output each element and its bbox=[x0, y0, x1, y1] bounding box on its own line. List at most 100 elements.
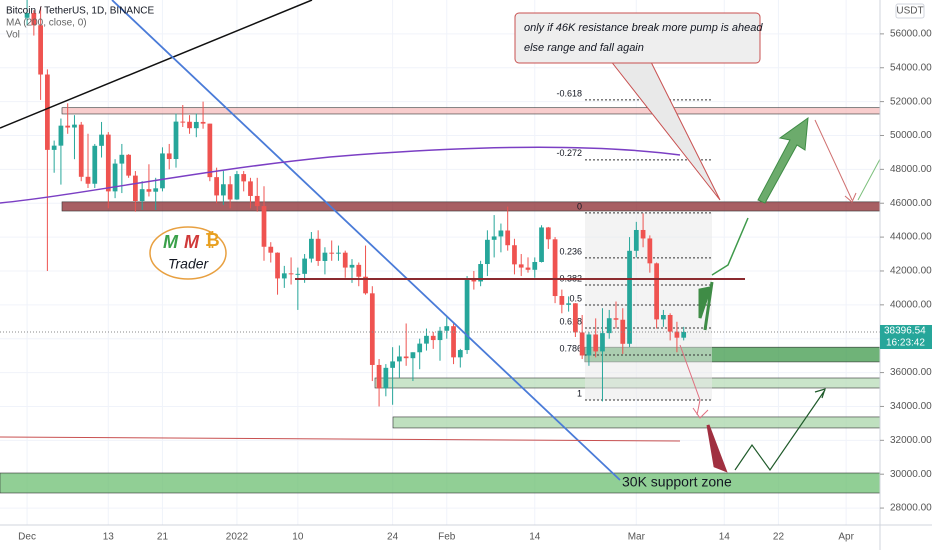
candle-body bbox=[444, 326, 450, 331]
candle-body bbox=[491, 236, 497, 240]
candle-body bbox=[241, 174, 247, 182]
fib-label: 0.236 bbox=[559, 246, 582, 256]
candle-body bbox=[105, 134, 111, 192]
logo-letter: ₿ bbox=[205, 230, 220, 250]
currency: USDT bbox=[896, 6, 923, 17]
candle-body bbox=[369, 293, 375, 365]
candle-body bbox=[24, 13, 30, 18]
x-tick-label: 14 bbox=[529, 532, 541, 543]
candle-body bbox=[173, 121, 179, 160]
candle-body bbox=[349, 264, 355, 268]
x-tick-label: 2022 bbox=[226, 532, 249, 543]
x-tick-label: 10 bbox=[292, 532, 304, 543]
candle-body bbox=[193, 121, 199, 129]
candle-body bbox=[99, 134, 104, 146]
candle-body bbox=[356, 264, 362, 277]
y-tick-label: 36000.00 bbox=[890, 367, 932, 378]
zone bbox=[0, 472, 881, 494]
candle-body bbox=[281, 273, 287, 279]
candle-body bbox=[261, 206, 267, 247]
candle-body bbox=[207, 123, 213, 178]
candle-body bbox=[295, 273, 301, 275]
candle-body bbox=[437, 330, 443, 341]
fib-label: 0.786 bbox=[559, 343, 582, 353]
zone bbox=[392, 416, 881, 429]
currency-badge bbox=[895, 3, 925, 19]
candle-body bbox=[146, 189, 152, 192]
candle-body bbox=[573, 303, 578, 333]
candle-body bbox=[275, 252, 280, 279]
candle-body bbox=[647, 238, 653, 264]
candle-body bbox=[31, 13, 37, 26]
candle-body bbox=[627, 250, 632, 344]
candle-body bbox=[451, 326, 456, 358]
y-tick-label: 40000.00 bbox=[890, 299, 932, 310]
candle-body bbox=[586, 334, 592, 356]
candle-body bbox=[221, 184, 226, 196]
candle-body bbox=[674, 331, 680, 338]
x-tick-label: Apr bbox=[838, 532, 854, 543]
candle-body bbox=[139, 189, 145, 202]
fib-label: 0.5 bbox=[569, 293, 582, 303]
candle-body bbox=[681, 331, 687, 338]
candle-body bbox=[329, 252, 335, 254]
candle-body bbox=[518, 264, 524, 268]
callout-box bbox=[514, 12, 761, 64]
y-tick-label: 54000.00 bbox=[890, 62, 932, 73]
trendline bbox=[111, 0, 621, 481]
candle-body bbox=[342, 252, 348, 268]
candle-body bbox=[45, 74, 50, 150]
y-tick-label: 50000.00 bbox=[890, 130, 932, 141]
indicator-label: MA (200, close, 0) bbox=[6, 18, 87, 29]
candle-body bbox=[38, 25, 43, 75]
time-axis bbox=[0, 525, 932, 550]
candle-body bbox=[593, 334, 599, 352]
y-tick-label: 46000.00 bbox=[890, 198, 932, 209]
candle-body bbox=[58, 125, 64, 146]
candle-body bbox=[112, 163, 118, 192]
candle-body bbox=[227, 184, 233, 200]
candle-body bbox=[153, 188, 159, 192]
indicator-label: Vol bbox=[6, 30, 20, 41]
annotation: 30K support zone bbox=[622, 474, 732, 490]
last-price-badge bbox=[880, 324, 932, 349]
candle-body bbox=[363, 276, 368, 294]
candle-body bbox=[545, 227, 551, 240]
candle-body bbox=[160, 153, 165, 189]
countdown: 16:23:42 bbox=[886, 338, 925, 349]
candle-body bbox=[525, 267, 531, 270]
candle-body bbox=[322, 252, 328, 261]
candle-body bbox=[72, 124, 77, 128]
candle-body bbox=[214, 177, 219, 196]
price-axis bbox=[880, 0, 932, 550]
x-tick-label: 21 bbox=[157, 532, 169, 543]
moving-average bbox=[0, 146, 681, 204]
fib-label: 0 bbox=[577, 201, 582, 211]
y-tick-label: 34000.00 bbox=[890, 401, 932, 412]
candle-body bbox=[566, 303, 571, 305]
x-tick-label: 13 bbox=[103, 532, 115, 543]
candle-body bbox=[620, 319, 626, 344]
zone bbox=[61, 201, 881, 212]
candle-body bbox=[559, 296, 565, 305]
candle-body bbox=[336, 252, 341, 254]
candle-body bbox=[654, 263, 659, 320]
candle-body bbox=[478, 264, 483, 282]
candle-body bbox=[464, 278, 470, 351]
arrow bbox=[698, 281, 714, 331]
candle-body bbox=[613, 318, 619, 320]
x-tick-label: 22 bbox=[773, 532, 785, 543]
x-tick-label: 14 bbox=[719, 532, 731, 543]
candle-body bbox=[383, 367, 389, 389]
y-tick-label: 44000.00 bbox=[890, 232, 932, 243]
candle-body bbox=[403, 356, 409, 359]
arrow bbox=[711, 217, 749, 276]
candle-body bbox=[187, 121, 192, 129]
candle-body bbox=[424, 335, 429, 344]
fib-label: -0.618 bbox=[556, 88, 582, 98]
candle-body bbox=[661, 315, 666, 320]
logo-letter: M bbox=[184, 232, 200, 252]
candle-body bbox=[133, 175, 138, 202]
candle-body bbox=[410, 352, 416, 359]
